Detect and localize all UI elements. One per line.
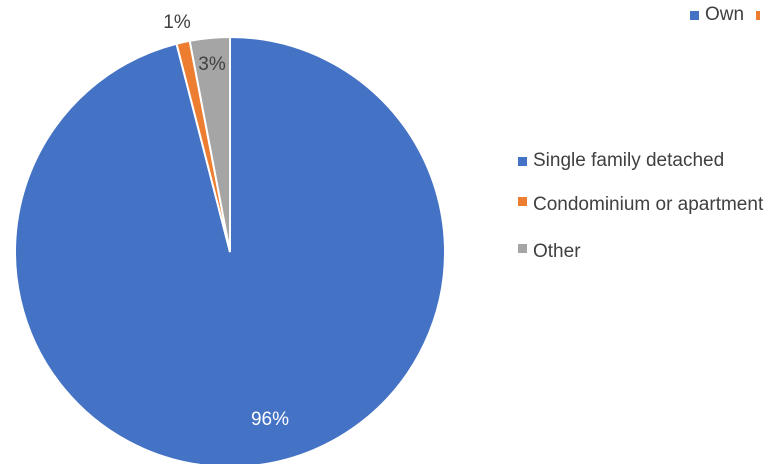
slice-other [188, 35, 231, 253]
slice-label-condominium: 1% [163, 12, 191, 33]
pie-slices [14, 35, 446, 464]
legend-label-condominium: Condominium or apartment [533, 194, 764, 215]
legend-swatch-other [518, 244, 527, 253]
legend-swatch-own [690, 10, 699, 20]
legend-label-other: Other [533, 241, 581, 262]
legend-item-condominium: Condominium or apartment [518, 190, 773, 219]
legend: Single family detached Condominium or ap… [518, 150, 773, 284]
top-legend: Own [690, 4, 766, 26]
legend-item-single-family: Single family detached [518, 150, 773, 172]
legend-item-other: Other [518, 237, 773, 266]
legend-label-single-family: Single family detached [533, 150, 725, 171]
legend-swatch-condominium [518, 197, 527, 206]
legend-label-own: Own [705, 4, 745, 25]
legend-swatch-truncated [756, 10, 761, 20]
slice-label-single-family: 96% [251, 409, 289, 430]
pie-labels: 96% 1% 3% [163, 12, 289, 430]
legend-swatch-single-family [518, 157, 527, 166]
slice-label-other: 3% [198, 54, 226, 75]
